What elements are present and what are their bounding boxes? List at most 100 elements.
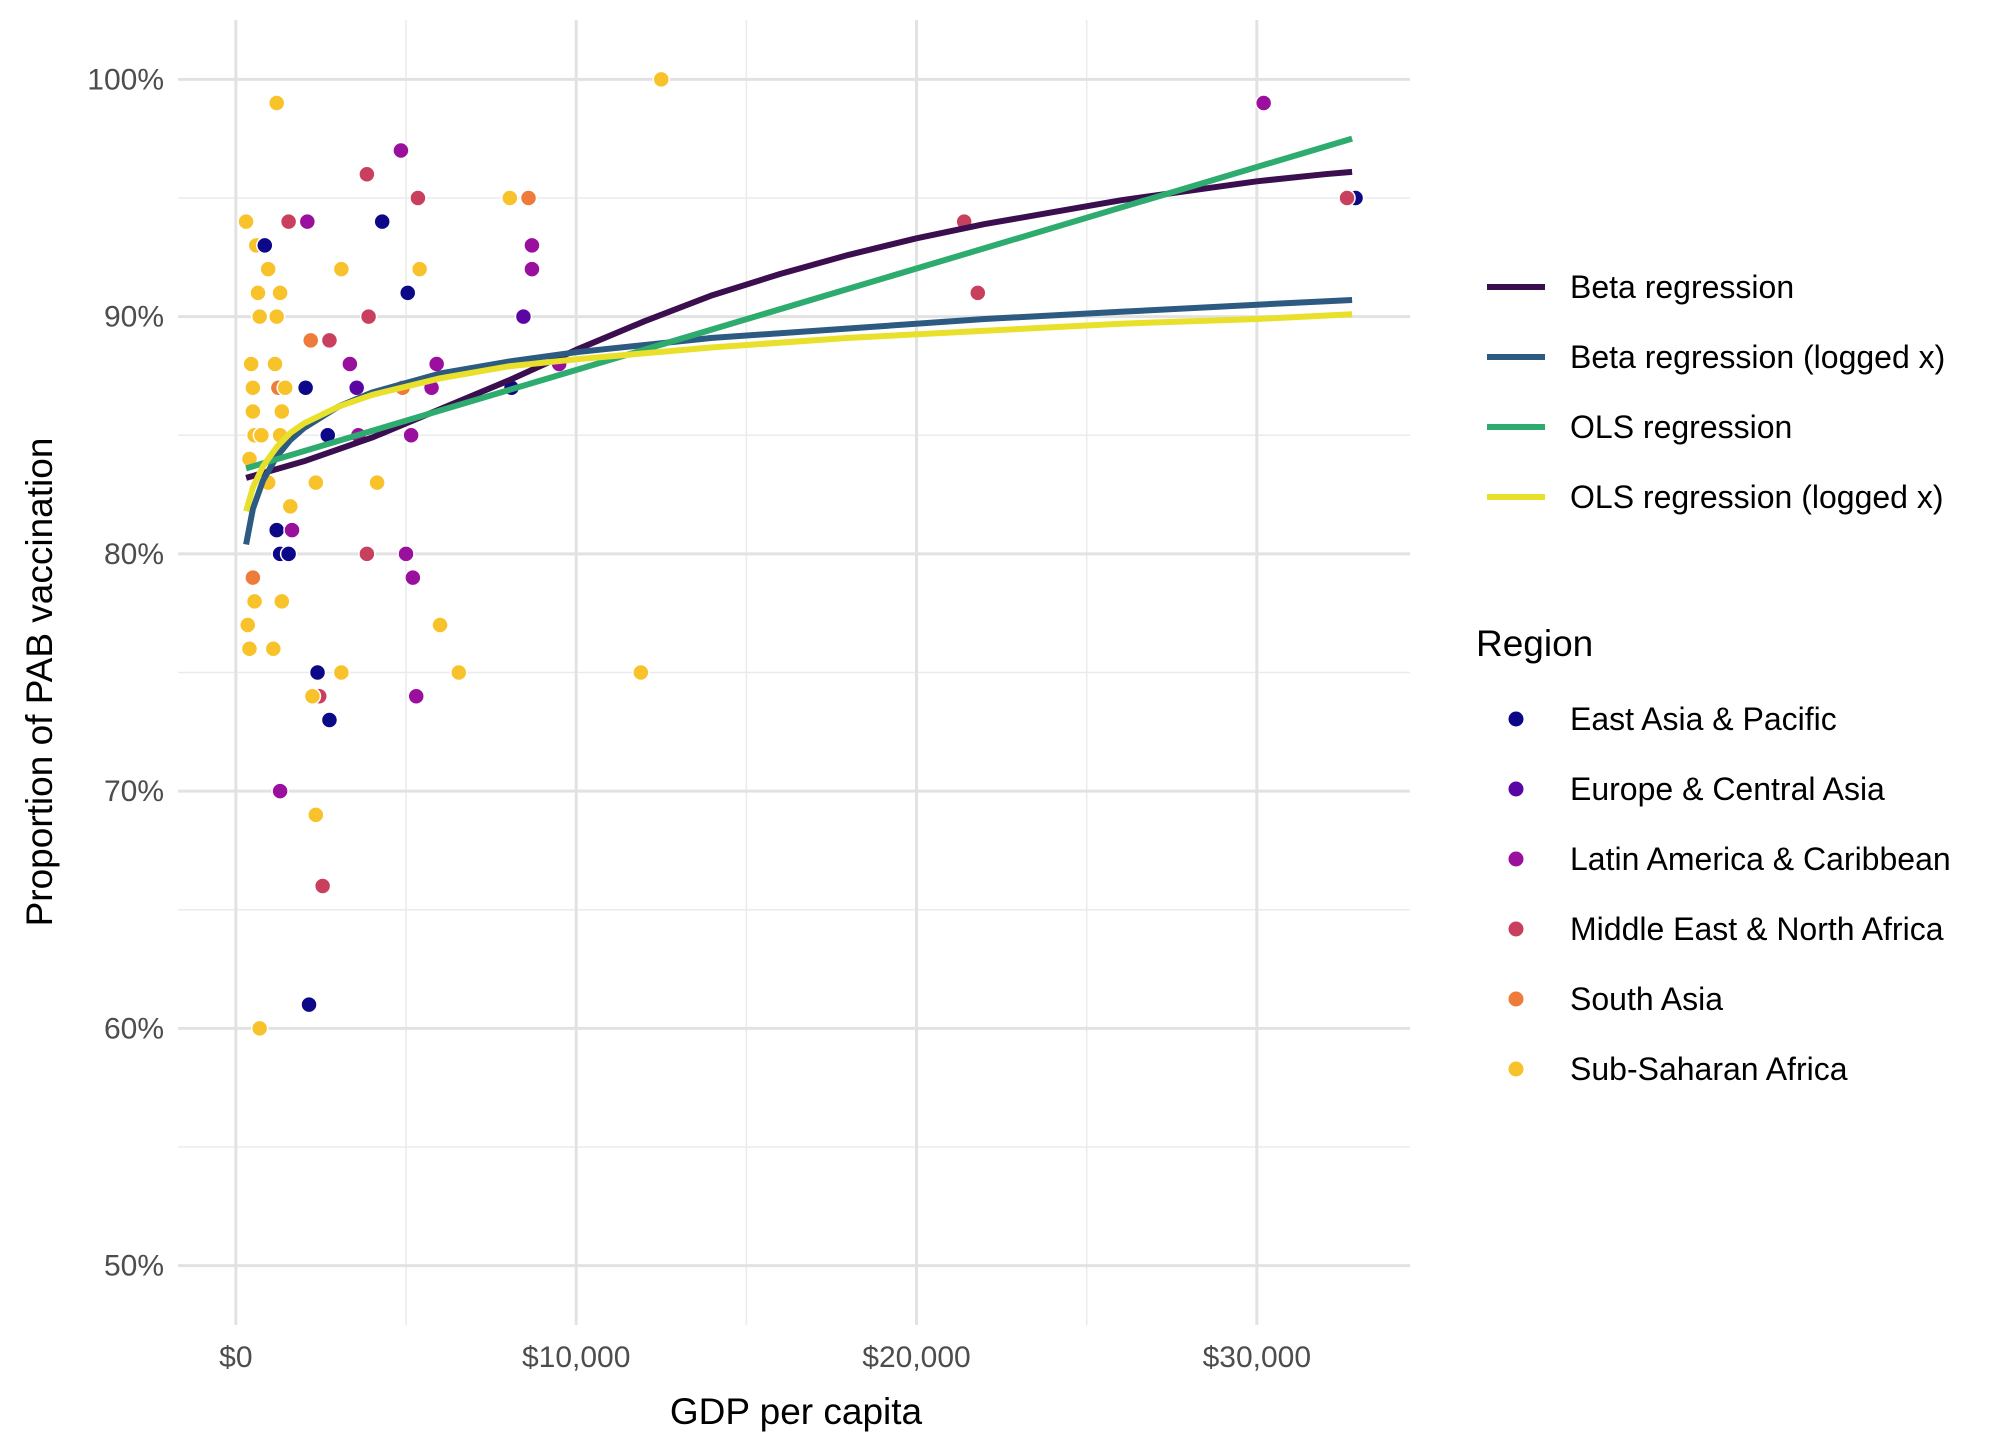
scatter-point (392, 141, 410, 160)
region-legend-key (1508, 921, 1524, 937)
scatter-point (250, 1019, 269, 1038)
region-legend-key (1508, 991, 1524, 1007)
scatter-point (969, 284, 987, 302)
y-tick-label: 80% (104, 538, 164, 571)
region-legend-key (1508, 851, 1524, 867)
scatter-point (519, 189, 538, 207)
scatter-point (652, 70, 671, 89)
scatter-point (410, 260, 429, 278)
scatter-point (450, 663, 468, 682)
regression-line (245, 135, 1353, 472)
y-tick-label: 60% (104, 1012, 164, 1045)
scatter-point (301, 331, 320, 350)
scatter-point (308, 663, 327, 682)
scatter-point (632, 663, 650, 682)
scatter-point (244, 402, 262, 421)
scatter-point (298, 212, 317, 231)
scatter-point (245, 592, 264, 611)
scatter-point (523, 236, 541, 255)
y-tick-label: 90% (104, 301, 164, 334)
region-legend-key (1508, 1061, 1524, 1077)
scatter-point (501, 189, 519, 207)
scatter-point (358, 165, 376, 183)
scatter-point (252, 426, 271, 444)
scatter-point (240, 640, 259, 658)
scatter-point (332, 260, 351, 278)
x-tick-label: $0 (219, 1341, 252, 1374)
line-legend-label: OLS regression (logged x) (1570, 479, 1944, 515)
y-tick-label: 70% (104, 775, 164, 808)
scatter-point (514, 307, 533, 326)
region-legend-label: Europe & Central Asia (1570, 771, 1885, 807)
regression-line (243, 297, 1353, 545)
scatter-point (359, 307, 378, 326)
region-legend-key (1508, 711, 1524, 727)
x-axis-tick-labels: $0 $10,000 $20,000 $30,000 (219, 1341, 1311, 1374)
scatter-point (279, 545, 298, 563)
line-legend-label: OLS regression (1570, 409, 1792, 445)
scatter-point (313, 877, 332, 895)
scatter-point (341, 355, 359, 373)
x-tick-label: $10,000 (522, 1341, 630, 1374)
scatter-point (307, 473, 325, 492)
region-legend-key (1508, 781, 1524, 797)
scatter-point (332, 663, 351, 682)
line-legend-label: Beta regression (1570, 269, 1794, 305)
region-legend-label: Latin America & Caribbean (1570, 841, 1951, 877)
line-legend: Beta regression Beta regression (logged x… (1487, 269, 1945, 515)
region-legend-label: Middle East & North Africa (1570, 911, 1944, 947)
scatter-point (271, 782, 289, 800)
scatter-point (303, 687, 322, 705)
scatter-point (296, 379, 315, 397)
regression-line (243, 311, 1353, 513)
scatter-point (307, 806, 325, 824)
scatter-point (242, 355, 260, 373)
scatter-point (397, 545, 415, 563)
scatter-point (267, 94, 286, 112)
scatter-point (250, 307, 269, 326)
y-tick-label: 100% (87, 63, 164, 96)
scatter-point (1254, 94, 1273, 112)
regression-lines (243, 135, 1353, 545)
scatter-point (267, 307, 286, 326)
region-legend-label: East Asia & Pacific (1570, 701, 1837, 737)
scatter-point (402, 426, 420, 444)
scatter-point (273, 592, 291, 611)
scatter-point (358, 545, 376, 563)
scatter-point (281, 497, 300, 516)
scatter-point (244, 379, 262, 397)
scatter-point (407, 687, 425, 705)
scatter-point (398, 284, 417, 302)
scatter-point (404, 568, 422, 587)
scatter-point (320, 711, 339, 729)
scatter-point (264, 640, 283, 658)
x-tick-label: $30,000 (1203, 1341, 1311, 1374)
scatter-point (431, 616, 449, 634)
scatter-point (283, 521, 301, 539)
scatter-point (244, 568, 262, 587)
scatter-point (368, 473, 386, 492)
scatter-point (237, 212, 255, 231)
scatter-point (259, 260, 277, 278)
scatter-point (249, 284, 267, 302)
scatter-point (373, 212, 391, 231)
x-tick-label: $20,000 (862, 1341, 970, 1374)
scatter-point (256, 236, 274, 255)
scatter-points (237, 70, 1365, 1038)
region-legend-label: South Asia (1570, 981, 1723, 1017)
y-tick-label: 50% (104, 1250, 164, 1283)
scatter-point (409, 189, 427, 207)
y-axis-tick-labels: 50% 60% 70% 80% 90% 100% (87, 63, 164, 1282)
scatter-point (239, 616, 257, 634)
y-axis-title: Proportion of PAB vaccination (19, 438, 60, 927)
scatter-point (279, 212, 298, 231)
scatter-point (271, 284, 289, 302)
scatter-point (320, 331, 339, 350)
scatter-point (276, 379, 294, 397)
x-axis-title: GDP per capita (670, 1391, 923, 1432)
scatter-point (273, 402, 291, 421)
region-legend-label: Sub-Saharan Africa (1570, 1051, 1848, 1087)
scatter-point (1338, 189, 1356, 207)
scatter-point (267, 521, 286, 539)
